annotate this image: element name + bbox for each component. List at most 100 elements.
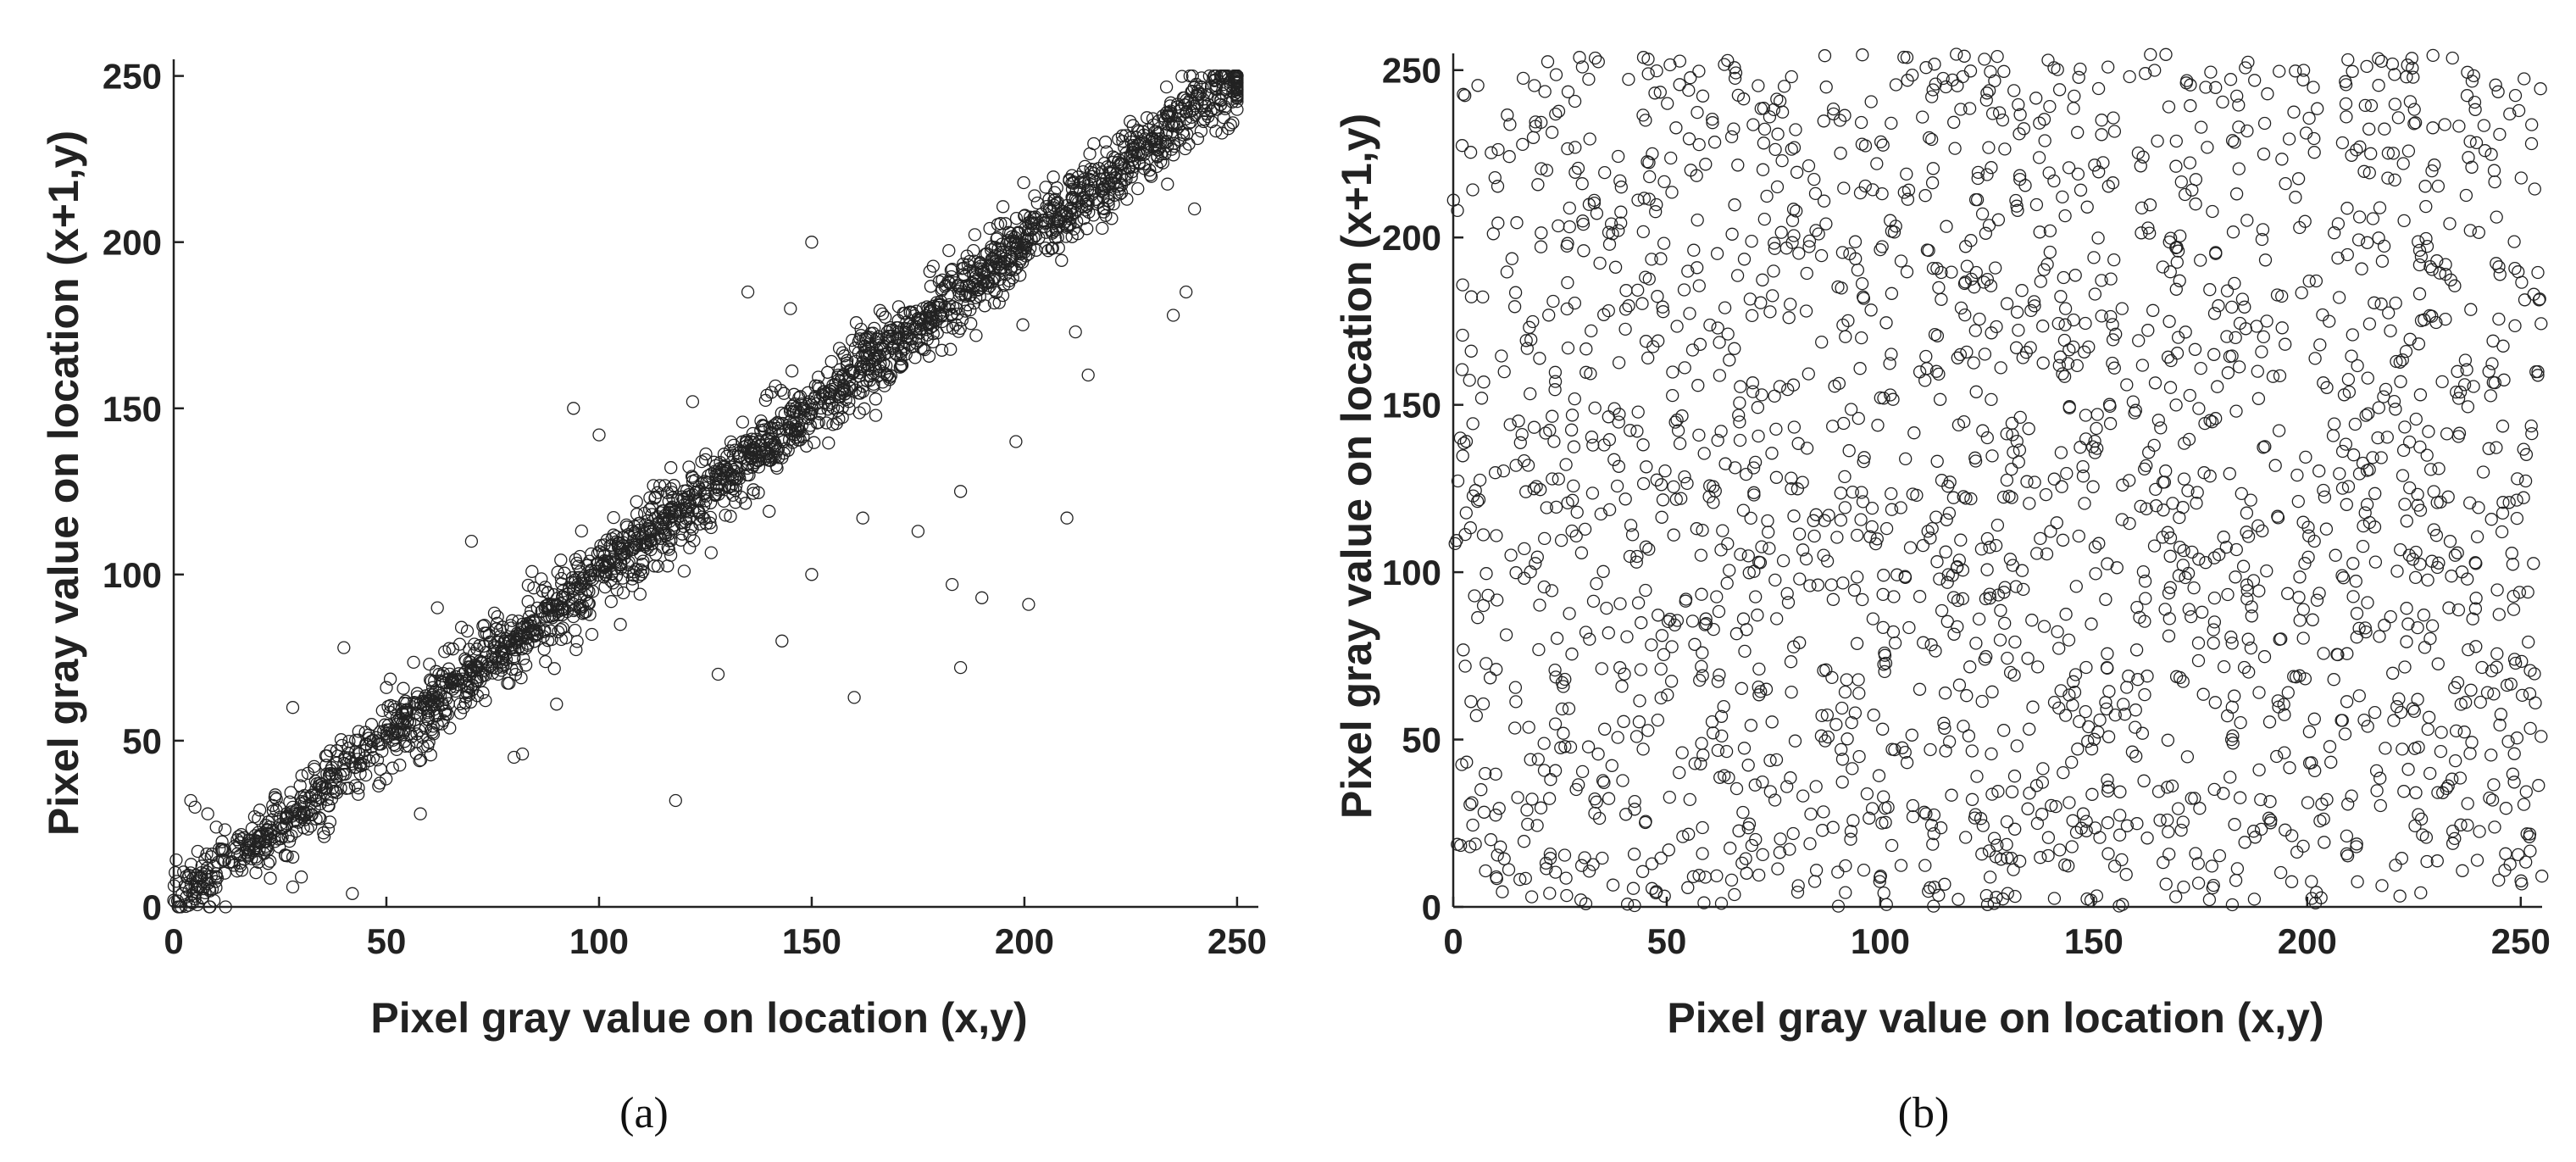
data-point-b (2022, 422, 2035, 436)
data-point-b (1718, 58, 1731, 71)
data-point-b (2065, 840, 2079, 853)
data-point-b (2091, 81, 2106, 96)
data-point-b (2212, 548, 2226, 562)
data-point-a (1046, 201, 1061, 214)
data-point-b (1618, 303, 1633, 316)
data-point-a (770, 444, 785, 458)
data-point-a (1202, 97, 1215, 112)
data-point-b (1997, 724, 2011, 737)
data-point-a (464, 664, 478, 679)
data-point-b (1870, 157, 1884, 170)
data-point-b (2054, 290, 2068, 303)
data-point-b (1645, 881, 1659, 895)
data-point-a (952, 280, 965, 293)
data-point-b (1866, 612, 1880, 625)
data-point-b (1971, 165, 1985, 180)
data-point-a (1046, 170, 1060, 184)
data-point-b (1757, 212, 1771, 226)
data-point-b (1773, 380, 1787, 393)
data-point-a (662, 534, 676, 548)
data-point-b (1548, 764, 1563, 777)
data-point-b (2494, 708, 2508, 721)
data-point-b (1508, 721, 1522, 735)
data-point-a (446, 642, 460, 656)
data-point-a (547, 662, 561, 676)
data-point-b (1963, 660, 1977, 674)
data-point-a (1216, 86, 1230, 101)
data-point-b (1885, 347, 1898, 361)
y-tick-label-b-2: 100 (1382, 553, 1441, 592)
data-point-b (1802, 367, 1815, 381)
data-point-a (551, 565, 564, 579)
data-point-a (1078, 159, 1092, 174)
data-point-b (2495, 525, 2509, 539)
data-point-b (1887, 225, 1901, 239)
data-point-b (1846, 485, 1859, 499)
data-point-b (2140, 670, 2154, 683)
data-point-a (925, 311, 939, 325)
data-point-b (2377, 390, 2390, 403)
data-point-a (1065, 169, 1079, 182)
data-point-b (1845, 715, 1858, 730)
data-point-b (2488, 175, 2501, 189)
data-point-b (2257, 330, 2270, 344)
data-point-a (444, 675, 458, 688)
data-point-b (1898, 745, 1912, 759)
data-point-a (875, 307, 890, 321)
data-point-b (2341, 53, 2355, 67)
data-point-b (1615, 680, 1629, 693)
data-point-b (1503, 118, 1517, 131)
data-point-b (1994, 361, 2007, 375)
data-point-a (495, 647, 509, 660)
data-point-b (2112, 899, 2126, 913)
data-point-a (994, 250, 1008, 264)
data-point-b (2185, 792, 2198, 805)
data-point-b (1721, 537, 1735, 551)
data-point-b (1578, 851, 1591, 865)
data-point-b (1763, 305, 1777, 319)
data-point-b (1932, 888, 1946, 902)
data-point-b (2129, 720, 2142, 734)
data-point-b (2079, 316, 2092, 331)
data-point-b (1959, 240, 1973, 253)
data-point-b (1777, 80, 1791, 93)
data-point-b (2387, 714, 2401, 727)
data-point-b (2108, 708, 2122, 722)
data-point-a (1055, 253, 1069, 267)
data-point-b (2088, 821, 2102, 835)
data-point-a (1176, 125, 1190, 140)
data-point-a (616, 586, 630, 600)
data-point-b (2443, 217, 2457, 231)
data-point-a (477, 639, 491, 653)
data-point-a (476, 620, 490, 633)
data-point-a (215, 835, 229, 848)
data-point-b (2484, 748, 2498, 762)
data-point-b (2398, 660, 2412, 674)
data-point-a (789, 425, 803, 438)
data-point-b (2236, 559, 2251, 573)
data-point-b (1641, 724, 1655, 737)
data-point-b (2399, 344, 2413, 359)
data-point-b (1667, 480, 1680, 494)
data-point-b (1728, 342, 1741, 355)
data-point-b (2120, 378, 2134, 392)
data-point-b (1873, 875, 1886, 888)
data-point-b (2382, 306, 2396, 320)
data-point-b (2221, 587, 2235, 602)
data-point-a (946, 263, 959, 276)
data-point-a (541, 609, 554, 624)
data-point-b (2426, 48, 2440, 63)
data-point-b (2013, 410, 2027, 425)
data-point-a (636, 564, 650, 579)
data-point-b (1631, 405, 1645, 419)
data-point-b (2169, 398, 2183, 412)
data-point-b (2402, 548, 2416, 562)
data-point-b (1792, 247, 1806, 260)
data-point-a (1178, 91, 1191, 105)
data-point-b (1628, 794, 1641, 809)
data-point-a (1097, 156, 1112, 170)
data-point-b (1741, 759, 1755, 772)
data-point-b (2252, 686, 2266, 699)
data-point-b (2076, 807, 2090, 820)
data-point-b (1706, 116, 1719, 130)
